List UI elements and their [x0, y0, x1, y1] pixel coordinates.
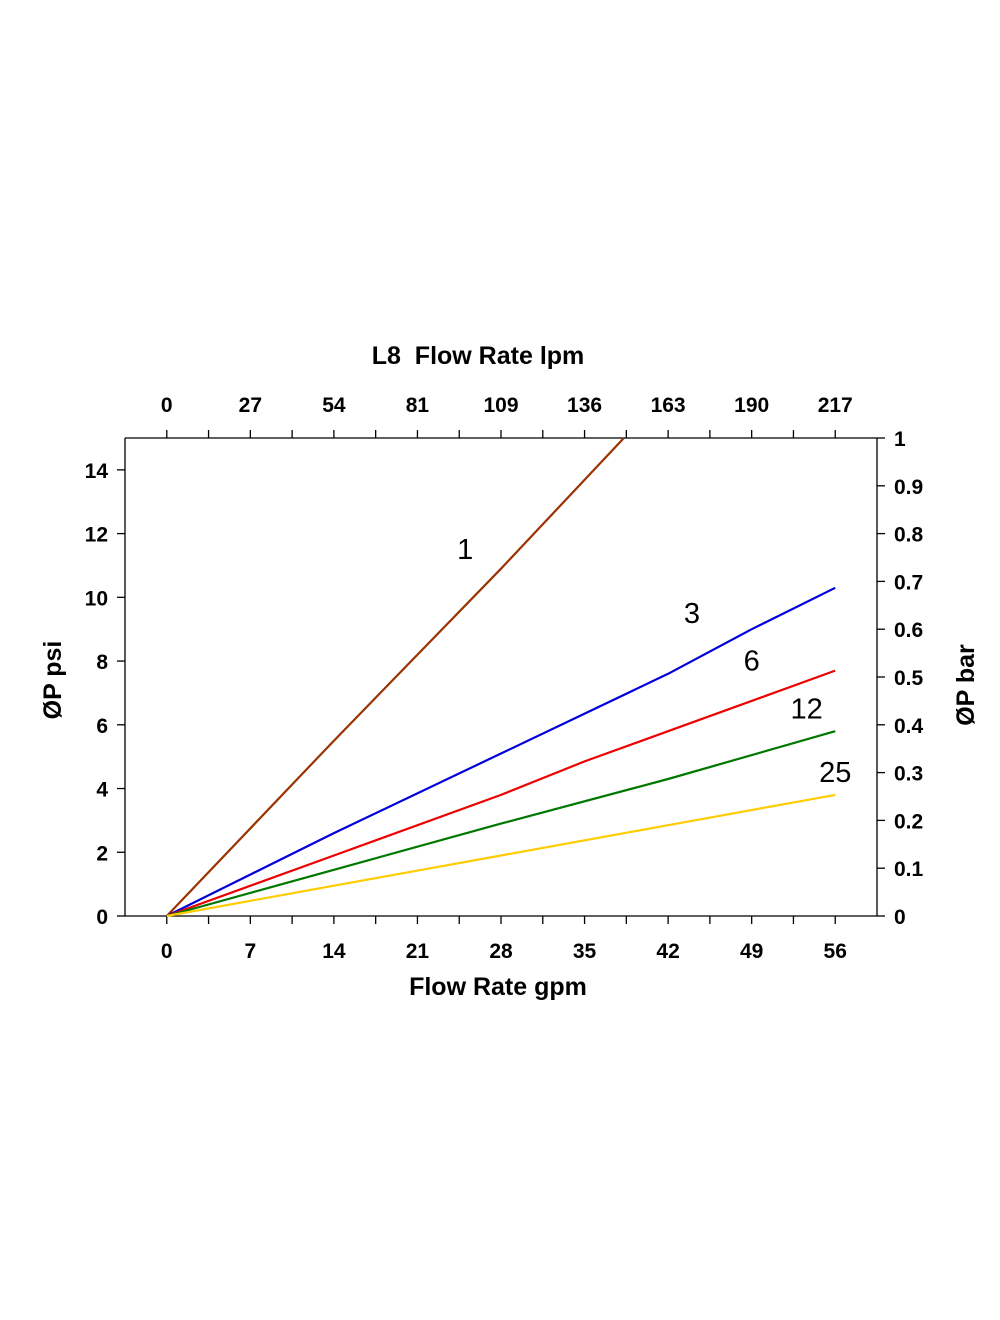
y-axis-title-left: ØP psi — [39, 641, 67, 720]
x-tick-label-top: 136 — [567, 394, 602, 417]
series-label-6: 6 — [744, 646, 760, 678]
y-tick-label-right: 1 — [894, 428, 906, 451]
x-tick-label-top: 190 — [734, 394, 769, 417]
y-tick-label-right: 0 — [894, 906, 906, 929]
x-tick-label-bottom: 42 — [656, 940, 679, 963]
series-label-25: 25 — [819, 757, 851, 789]
y-tick-label-right: 0.5 — [894, 667, 924, 690]
axes — [124, 437, 878, 917]
series-label-3: 3 — [684, 598, 700, 630]
y-tick-label-left: 8 — [96, 651, 108, 674]
x-tick-label-top: 0 — [161, 394, 173, 417]
x-tick-label-bottom: 14 — [322, 940, 346, 963]
x-tick-label-top: 163 — [651, 394, 686, 417]
x-tick-label-bottom: 28 — [489, 940, 513, 963]
x-tick-label-bottom: 56 — [824, 940, 847, 963]
y-tick-label-right: 0.3 — [894, 763, 923, 786]
y-tick-label-left: 6 — [96, 715, 108, 738]
y-tick-label-right: 0.8 — [894, 524, 924, 547]
y-tick-label-right: 0.2 — [894, 810, 923, 833]
x-tick-label-bottom: 35 — [573, 940, 597, 963]
series-line-1 — [166, 437, 625, 917]
y-tick-label-left: 4 — [96, 779, 108, 802]
y-axis-title-right: ØP bar — [952, 644, 980, 726]
y-tick-label-left: 10 — [85, 587, 108, 610]
x-tick-label-bottom: 49 — [740, 940, 763, 963]
y-tick-label-left: 14 — [85, 460, 109, 483]
x-tick-label-top: 54 — [322, 394, 346, 417]
y-tick-label-left: 12 — [85, 524, 108, 547]
x-tick-label-bottom: 21 — [406, 940, 430, 963]
series-label-1: 1 — [457, 534, 473, 566]
x-tick-label-top: 81 — [406, 394, 430, 417]
x-tick-label-top: 217 — [818, 394, 853, 417]
x-tick-label-top: 109 — [483, 394, 518, 417]
y-tick-label-right: 0.9 — [894, 476, 923, 499]
x-tick-label-bottom: 7 — [244, 940, 256, 963]
series-labels: 1 3 6 12 25 — [457, 534, 851, 789]
y-tick-label-right: 0.4 — [894, 715, 924, 738]
series-line-12 — [166, 730, 836, 918]
y-tick-label-left: 2 — [96, 842, 108, 865]
chart-title: L8 Flow Rate lpm — [372, 342, 585, 370]
series-line-6 — [166, 669, 836, 918]
series-group — [166, 437, 836, 918]
x-tick-label-bottom: 0 — [161, 940, 173, 963]
ticks — [117, 430, 885, 924]
y-tick-label-left: 0 — [96, 906, 108, 929]
y-tick-label-right: 0.7 — [894, 571, 923, 594]
y-tick-label-right: 0.1 — [894, 858, 924, 881]
tick-labels: 0072714542181281093513642163491905621702… — [85, 394, 924, 963]
y-tick-label-right: 0.6 — [894, 619, 923, 642]
series-line-25 — [166, 793, 836, 918]
series-line-3 — [166, 586, 836, 917]
series-label-12: 12 — [790, 693, 822, 725]
x-tick-label-top: 27 — [239, 394, 262, 417]
x-axis-title: Flow Rate gpm — [409, 973, 587, 1001]
